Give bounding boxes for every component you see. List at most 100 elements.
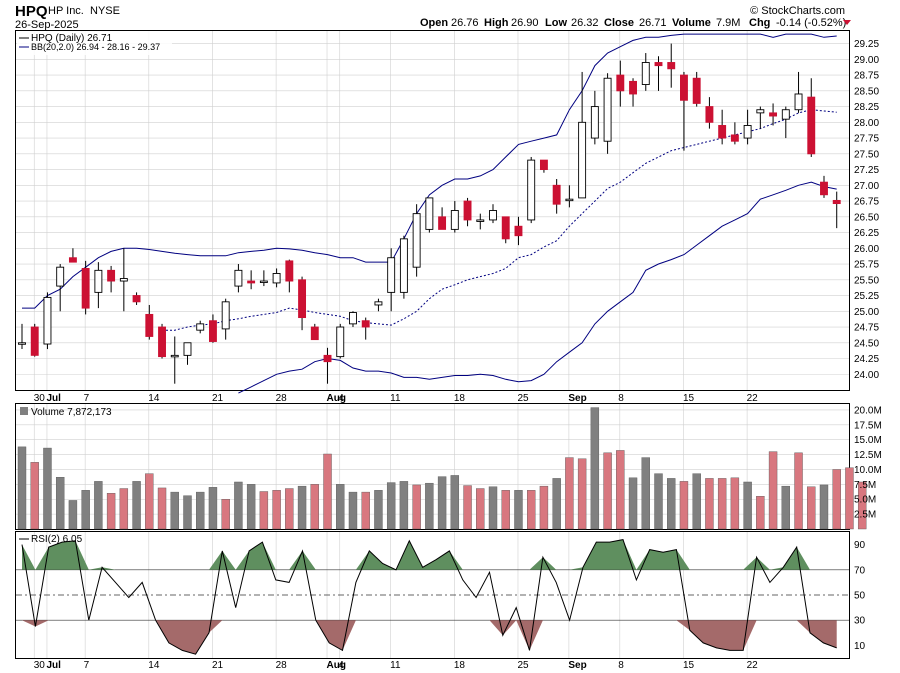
volume-bar bbox=[361, 491, 370, 530]
volume-legend-swatch bbox=[20, 407, 28, 415]
candlesticks bbox=[18, 43, 841, 384]
candle-body bbox=[794, 93, 803, 111]
volume-bar bbox=[272, 490, 281, 530]
candle-body bbox=[743, 125, 752, 139]
candle-body bbox=[438, 216, 447, 230]
candle bbox=[692, 71, 701, 107]
candle bbox=[641, 53, 650, 91]
candle-body bbox=[132, 295, 141, 303]
rsi-overbought-fill bbox=[22, 539, 837, 570]
candle-body bbox=[425, 197, 434, 230]
low-value: 26.32 bbox=[571, 17, 599, 29]
volume-bar bbox=[756, 496, 765, 530]
candle bbox=[820, 175, 828, 198]
candle-body bbox=[527, 159, 536, 221]
candle bbox=[769, 103, 778, 126]
volume-bar bbox=[221, 499, 230, 530]
quote-line: Open 26.76 High 26.90 Low 26.32 Close 26… bbox=[420, 17, 851, 29]
rsi-panel bbox=[15, 531, 850, 659]
exchange-name: NYSE bbox=[90, 5, 120, 17]
price-axis-tick: 27.25 bbox=[854, 165, 879, 176]
volume-bar bbox=[399, 481, 409, 530]
candle bbox=[259, 270, 268, 287]
candle-body bbox=[298, 279, 307, 319]
price-axis-tick: 25.25 bbox=[854, 291, 879, 302]
candle bbox=[743, 109, 752, 145]
volume-axis-tick: 2.5M bbox=[854, 510, 876, 521]
candle bbox=[310, 323, 319, 341]
candle-body bbox=[514, 225, 523, 237]
volume-bar bbox=[183, 495, 192, 530]
rsi-oversold-fill bbox=[22, 620, 837, 655]
volume-bar bbox=[857, 481, 867, 530]
volume-bar bbox=[336, 484, 345, 530]
price-axis-tick: 27.75 bbox=[854, 134, 879, 145]
volume-axis-tick: 17.5M bbox=[854, 420, 882, 431]
volume-bar bbox=[641, 457, 650, 530]
axis-labels: 24.00 24.25 24.50 24.75 25.00 25.25 25.50 25.75… bbox=[34, 39, 882, 671]
volume-bar bbox=[348, 491, 358, 530]
candle bbox=[705, 97, 714, 129]
price-axis-tick: 24.25 bbox=[854, 354, 879, 365]
chart-date: 26-Sep-2025 bbox=[15, 19, 79, 31]
candle bbox=[30, 323, 39, 357]
price-x-label: 8 bbox=[618, 393, 624, 404]
volume-bar bbox=[208, 487, 218, 530]
candle bbox=[501, 216, 510, 244]
candle-body bbox=[170, 354, 179, 358]
candle bbox=[730, 122, 739, 145]
volume-bar bbox=[450, 475, 460, 530]
candle bbox=[399, 235, 408, 299]
candle-body bbox=[641, 62, 650, 85]
price-axis-tick: 29.00 bbox=[854, 55, 879, 66]
candle bbox=[807, 78, 816, 157]
candle bbox=[81, 260, 90, 315]
volume-bar bbox=[488, 486, 498, 530]
volume-bar bbox=[297, 485, 307, 530]
candle bbox=[119, 248, 128, 312]
candle bbox=[781, 106, 790, 139]
candle bbox=[476, 213, 485, 230]
volume-bar bbox=[43, 447, 52, 530]
company-name: HP Inc. bbox=[48, 5, 84, 17]
candle-body bbox=[692, 77, 701, 104]
candle-body bbox=[565, 198, 574, 202]
candle-body bbox=[259, 280, 268, 283]
candle bbox=[145, 304, 154, 340]
candle bbox=[756, 106, 765, 129]
candle bbox=[247, 270, 256, 290]
candle bbox=[107, 265, 116, 293]
candle-body bbox=[489, 210, 497, 221]
candle-body bbox=[247, 280, 256, 284]
price-x-label: 30 bbox=[34, 393, 46, 404]
candle bbox=[94, 262, 103, 309]
candle-body bbox=[208, 320, 217, 342]
candle-body bbox=[705, 106, 714, 123]
candle-body bbox=[667, 62, 676, 70]
volume-bar bbox=[170, 491, 179, 530]
volume-bar bbox=[17, 446, 27, 530]
candle-body bbox=[450, 210, 459, 230]
candle-body bbox=[603, 77, 612, 142]
volume-bar bbox=[730, 477, 740, 530]
candle bbox=[654, 56, 663, 91]
price-axis-tick: 29.25 bbox=[854, 39, 879, 50]
volume-bar bbox=[30, 462, 39, 530]
candle-body bbox=[361, 320, 370, 328]
rsi-x-label: 22 bbox=[747, 660, 759, 671]
rsi-x-label: 4 bbox=[338, 660, 344, 671]
open-value: 26.76 bbox=[451, 17, 479, 29]
candle bbox=[43, 292, 52, 350]
price-axis-tick: 25.00 bbox=[854, 307, 879, 318]
price-axis-tick: 24.50 bbox=[854, 338, 879, 349]
candle-body bbox=[30, 326, 39, 356]
volume-bar bbox=[552, 478, 561, 530]
volume-bar bbox=[616, 450, 625, 530]
price-x-label: 15 bbox=[683, 393, 695, 404]
candle bbox=[158, 323, 166, 359]
candle-body bbox=[374, 301, 383, 306]
candle bbox=[794, 71, 803, 113]
volume-bar bbox=[196, 491, 205, 530]
candle-body bbox=[832, 199, 841, 205]
candle bbox=[68, 248, 77, 263]
